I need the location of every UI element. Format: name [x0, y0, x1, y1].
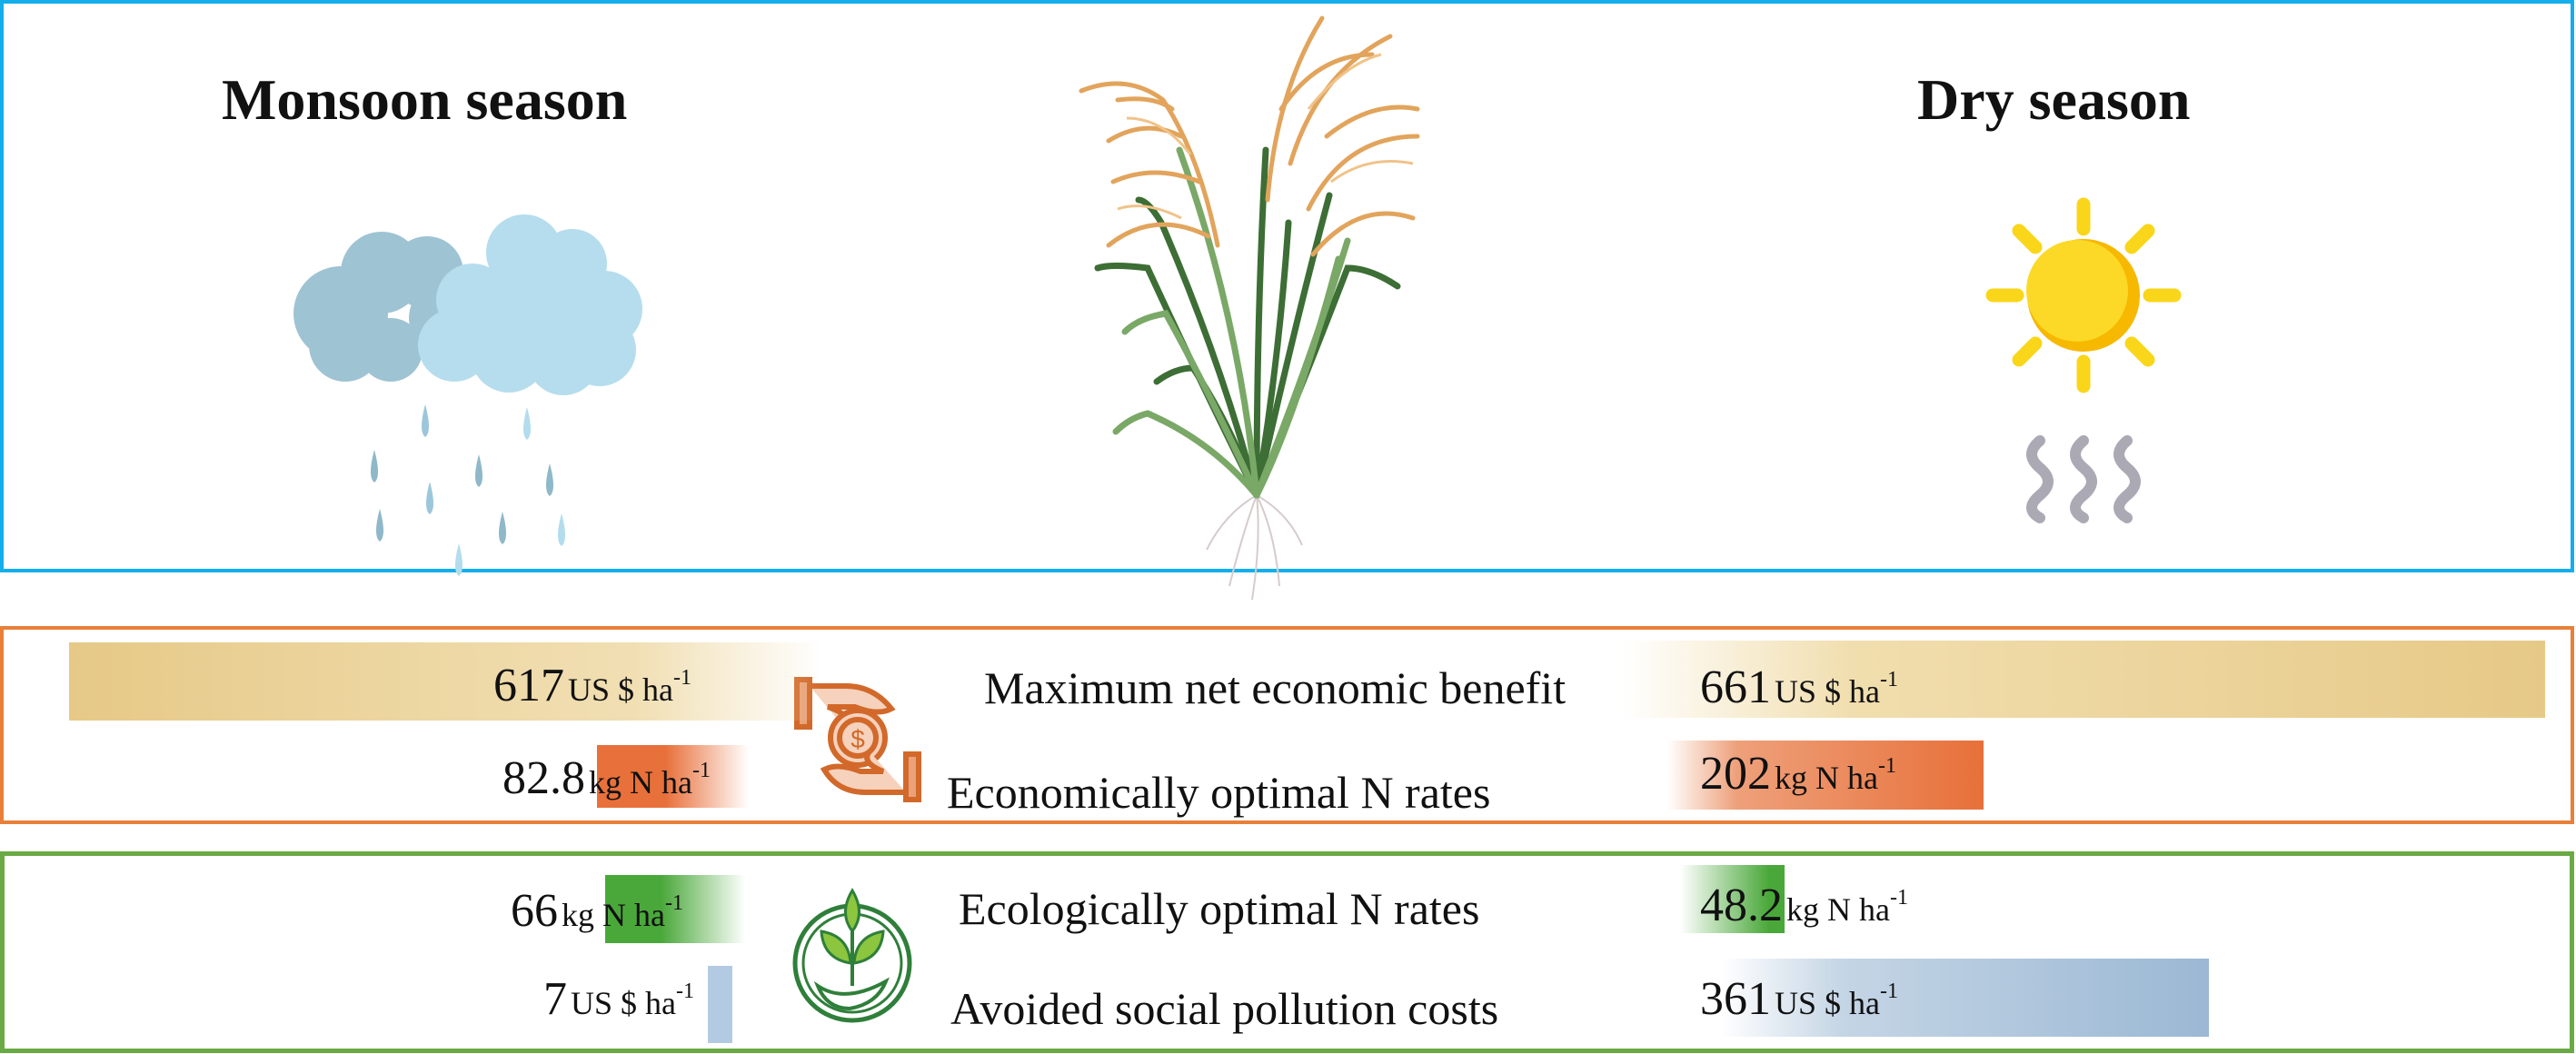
econ-n-label: Economically optimal N rates: [947, 767, 1491, 818]
rain-cloud-icon: [293, 214, 642, 576]
monsoon-econ-n-value: 82.8 kg N ha-1: [502, 752, 711, 804]
monsoon-season-title: Monsoon season: [222, 67, 628, 132]
monsoon-econ-n-bar: [597, 745, 749, 808]
pollution-label: Avoided social pollution costs: [950, 983, 1499, 1034]
economic-panel: [0, 626, 2574, 824]
dry-econ-n-bar: [1667, 741, 1984, 810]
dry-eco-n-value: 48.2 kg N ha-1: [1700, 880, 1908, 931]
dry-season-title: Dry season: [1917, 67, 2191, 132]
benefit-label: Maximum net economic benefit: [984, 662, 1566, 713]
money-hands-icon: $: [794, 677, 921, 802]
monsoon-eco-n-bar: [605, 875, 745, 943]
eco-n-label: Ecologically optimal N rates: [959, 883, 1480, 934]
plant-in-hand-icon: [792, 888, 912, 1023]
dry-pollution-bar: [1721, 959, 2209, 1037]
monsoon-benefit-bar: [69, 642, 823, 721]
rice-plant-illustration: [1079, 15, 1420, 601]
monsoon-pollution-bar: [708, 966, 732, 1043]
dry-econ-n-value: 202 kg N ha-1: [1700, 748, 1896, 800]
dry-eco-n-bar: [1680, 865, 1785, 933]
seasons-panel: [0, 0, 2574, 572]
monsoon-pollution-value: 7 US $ ha-1: [543, 973, 694, 1025]
dry-benefit-value: 661 US $ ha-1: [1700, 661, 1898, 713]
sun-heat-icon: [1985, 197, 2182, 523]
monsoon-eco-n-value: 66 kg N ha-1: [511, 885, 683, 937]
dry-pollution-value: 361 US $ ha-1: [1700, 973, 1898, 1025]
ecological-panel: [0, 851, 2574, 1053]
monsoon-benefit-value: 617 US $ ha-1: [493, 660, 691, 711]
svg-text:$: $: [850, 725, 865, 753]
dry-benefit-bar: [1622, 641, 2545, 718]
